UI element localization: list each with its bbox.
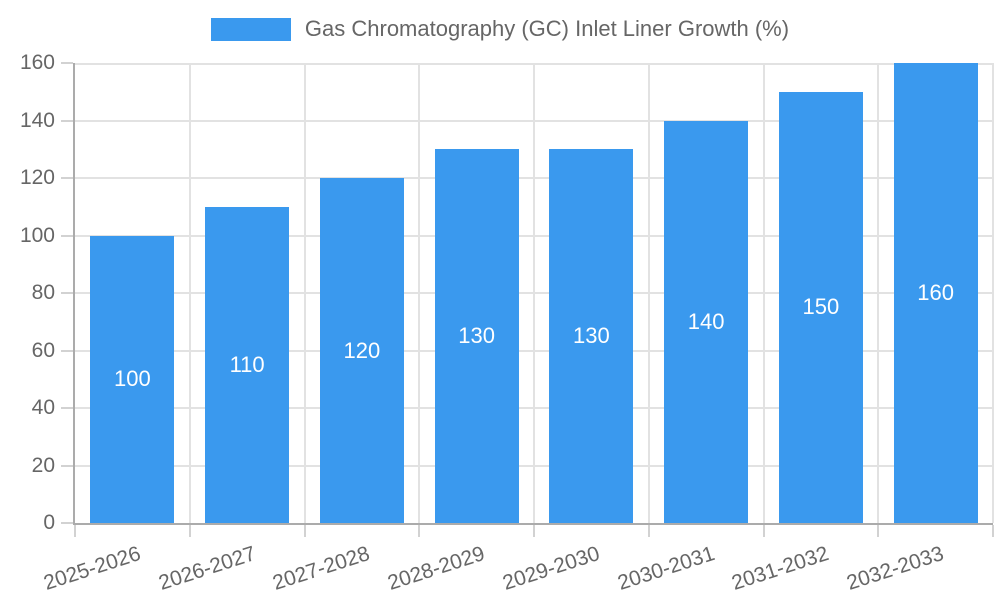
bar-value-label: 150 (802, 294, 840, 320)
x-gridline (992, 63, 994, 523)
y-axis-tick (61, 119, 73, 122)
y-axis-tick (61, 62, 73, 64)
y-axis-tick-label: 100 (19, 223, 55, 247)
y-axis-tick-label: 140 (19, 108, 55, 132)
x-axis-tick (188, 525, 191, 537)
y-axis-tick-label: 120 (19, 166, 55, 189)
bar-2025-2026[interactable]: 100 (90, 235, 175, 523)
bar-value-label: 160 (917, 280, 954, 305)
plot-area: 100 110 120 130 130 140 150 160 (73, 63, 994, 525)
bar-2028-2029[interactable]: 130 (434, 149, 519, 523)
y-axis-tick (61, 177, 73, 179)
x-gridline (647, 63, 650, 523)
bar-value-label: 140 (687, 308, 725, 334)
y-axis-tick (61, 464, 73, 467)
x-gridline (188, 63, 191, 523)
y-axis-tick-label: 40 (31, 396, 55, 419)
x-axis-tick-label: 2030-2031 (614, 542, 718, 595)
x-axis-tick-label: 2031-2032 (729, 542, 832, 595)
x-axis-tick (303, 525, 306, 537)
y-axis-tick-label: 0 (43, 511, 55, 534)
bar-value-label: 110 (229, 351, 265, 377)
x-axis-tick (533, 525, 535, 537)
y-axis-tick (61, 349, 73, 352)
bar-2031-2032[interactable]: 150 (778, 91, 863, 523)
y-axis-tick-label: 160 (19, 51, 55, 74)
x-axis-tick (74, 525, 76, 537)
y-axis-tick (61, 292, 73, 294)
x-axis-tick (992, 525, 994, 537)
bar-2027-2028[interactable]: 120 (319, 178, 404, 523)
legend-color-swatch (210, 17, 291, 41)
bar-value-label: 130 (458, 323, 495, 349)
x-axis-tick-label: 2027-2028 (270, 542, 373, 595)
x-axis-tick-label: 2032-2033 (844, 542, 947, 595)
bar-value-label: 100 (114, 366, 151, 392)
y-axis-tick-label: 20 (31, 453, 55, 477)
y-axis-tick-label: 80 (31, 281, 55, 304)
bar-2026-2027[interactable]: 110 (205, 206, 290, 523)
chart-legend[interactable]: Gas Chromatography (GC) Inlet Liner Grow… (0, 17, 1000, 41)
bar-value-label: 120 (343, 337, 381, 363)
x-gridline (418, 63, 421, 523)
x-gridline (877, 63, 880, 523)
x-axis-tick (418, 525, 421, 537)
bar-value-label: 130 (573, 323, 610, 349)
y-axis-tick (61, 407, 73, 409)
x-axis-tick-label: 2026-2027 (155, 542, 259, 595)
x-axis-tick-label: 2025-2026 (40, 542, 144, 595)
bar-2029-2030[interactable]: 130 (549, 149, 634, 523)
legend-label: Gas Chromatography (GC) Inlet Liner Grow… (304, 16, 790, 41)
x-axis-tick (647, 525, 650, 537)
y-axis-tick-label: 60 (31, 338, 55, 362)
x-gridline (303, 63, 306, 523)
bar-2030-2031[interactable]: 140 (664, 120, 749, 523)
x-axis-tick (877, 525, 880, 537)
x-axis-tick-label: 2029-2030 (499, 542, 603, 595)
bar-2032-2033[interactable]: 160 (893, 63, 978, 523)
x-axis-tick-label: 2028-2029 (385, 542, 488, 595)
x-axis-tick (762, 525, 765, 537)
x-gridline (533, 63, 535, 523)
y-axis-tick (61, 234, 73, 237)
x-gridline (762, 63, 765, 523)
y-axis-tick (61, 522, 73, 524)
